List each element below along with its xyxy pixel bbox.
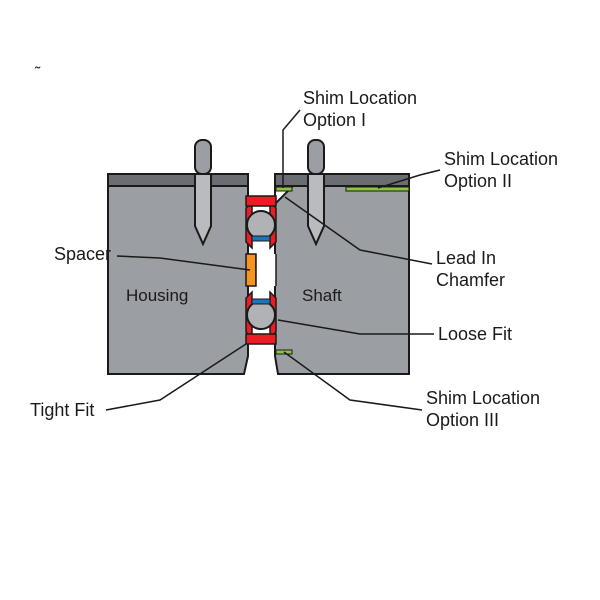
- label-shim-1: Shim Location Option I: [303, 88, 417, 131]
- label-shaft: Shaft: [302, 286, 342, 306]
- label-loose-fit: Loose Fit: [438, 324, 512, 346]
- bearing-assembly: [246, 196, 276, 344]
- shim-1: [276, 187, 292, 191]
- shaft-block: [275, 140, 409, 374]
- label-shim-3-line2: Option III: [426, 410, 499, 430]
- label-lead-in: Lead In Chamfer: [436, 248, 505, 291]
- shim-2: [346, 187, 409, 191]
- label-spacer: Spacer: [54, 244, 111, 266]
- label-shim-2: Shim Location Option II: [444, 149, 558, 192]
- label-shim-3-line1: Shim Location: [426, 388, 540, 408]
- label-shim-2-line1: Shim Location: [444, 149, 558, 169]
- svg-text:˜: ˜: [34, 65, 41, 82]
- label-lead-in-line1: Lead In: [436, 248, 496, 268]
- label-shim-3: Shim Location Option III: [426, 388, 540, 431]
- diagram-svg: ˜: [0, 0, 600, 600]
- label-shim-1-line2: Option I: [303, 110, 366, 130]
- label-lead-in-line2: Chamfer: [436, 270, 505, 290]
- label-shim-1-line1: Shim Location: [303, 88, 417, 108]
- label-housing: Housing: [126, 286, 188, 306]
- label-shim-2-line2: Option II: [444, 171, 512, 191]
- label-tight-fit: Tight Fit: [30, 400, 94, 422]
